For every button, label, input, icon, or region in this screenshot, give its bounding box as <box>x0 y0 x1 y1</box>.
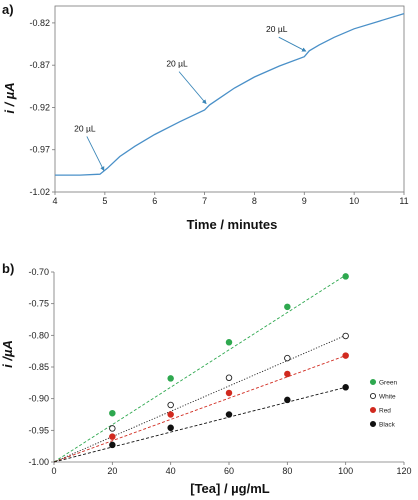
series-red-point <box>284 370 291 378</box>
legend-black-marker <box>369 420 377 428</box>
panel-a-addition-label: 20 µL <box>166 59 188 69</box>
series-green-point <box>342 273 349 280</box>
panel-a-y-tick-label: -1.02 <box>29 187 50 197</box>
panel-b-x-tick-label: 80 <box>282 466 292 476</box>
panel-b-x-tick-label: 20 <box>107 466 117 476</box>
panel-b-label: b) <box>2 261 14 276</box>
panel-a-chart: 4 5 6 7 8 9 10 11 -1.02 -0.97 -0.92 -0.87 -0.82 20 µL… <box>29 5 409 206</box>
series-black-fit-line <box>53 386 346 463</box>
series-white-point <box>167 401 174 409</box>
panel-b-x-tick-label: 60 <box>224 466 234 476</box>
series-green-point <box>284 303 291 311</box>
legend-black-label: Black <box>379 421 396 428</box>
series-white-point <box>342 332 349 340</box>
panel-b-y-tick-label: -0.90 <box>28 394 49 404</box>
panel-a-addition-arrow <box>278 36 307 52</box>
legend-green-label: Green <box>379 379 397 386</box>
panel-b-y-tick-label: -0.95 <box>28 425 49 435</box>
series-red-point <box>342 352 349 359</box>
series-white-point <box>284 354 291 362</box>
panel-b-y-tick-label: -0.75 <box>28 299 49 309</box>
series-green-point <box>225 339 233 346</box>
panel-b-chart: 0 20 40 60 80 100 120 -1.00 -0.95 -0.90 -0.85 -0.80… <box>28 267 411 476</box>
panel-a-x-tick-label: 9 <box>302 196 307 206</box>
legend-red-label: Red <box>379 407 391 414</box>
panel-a-x-tick-label: 7 <box>202 196 207 206</box>
panel-a-x-tick-label: 10 <box>349 196 359 206</box>
series-red-fit-line <box>53 355 346 463</box>
legend-white-label: White <box>379 393 396 400</box>
panel-a-plot-frame <box>54 5 405 193</box>
panel-a-x-tick-label: 6 <box>152 196 157 206</box>
panel-a-x-tick-label: 8 <box>252 196 257 206</box>
panel-a-current-trace <box>55 12 405 176</box>
legend-white-marker <box>369 392 377 400</box>
panel-a-x-tick-label: 5 <box>102 196 107 206</box>
panel-a-addition-arrow <box>86 136 105 172</box>
panel-a-y-axis-title: i / µA <box>2 82 17 113</box>
panel-b-y-axis-title: i /µA <box>0 340 15 368</box>
panel-b-y-tick-label: -0.80 <box>28 330 49 340</box>
panel-b-x-tick-label: 120 <box>396 466 411 476</box>
series-green-point <box>109 409 116 417</box>
series-white-point <box>109 425 116 432</box>
panel-a-x-tick-label: 11 <box>399 196 408 206</box>
legend-red-marker <box>369 406 377 414</box>
series-red-point <box>109 433 116 440</box>
panel-a-addition-label: 20 µL <box>266 24 288 34</box>
panel-a-x-axis-title: Time / minutes <box>187 217 278 232</box>
series-black-point <box>342 384 349 391</box>
panel-b-x-tick-label: 0 <box>51 466 56 476</box>
series-green-point <box>167 375 174 382</box>
panel-a-addition-label: 20 µL <box>74 123 96 133</box>
panel-b-x-axis-title: [Tea] / µg/mL <box>190 481 270 496</box>
panel-a-label: a) <box>2 2 14 17</box>
series-white-point <box>225 374 233 382</box>
series-black-point <box>109 441 116 449</box>
panel-b-y-tick-label: -0.70 <box>28 267 49 277</box>
panel-a-y-tick-label: -0.87 <box>29 60 50 70</box>
panel-a-y-tick-label: -0.92 <box>29 102 50 112</box>
panel-a-y-tick-label: -0.97 <box>29 145 50 155</box>
series-red-point <box>167 411 174 418</box>
series-red-point <box>225 389 233 397</box>
series-black-point <box>167 424 174 432</box>
series-black-point <box>225 411 233 418</box>
panel-b-y-tick-label: -1.00 <box>28 457 49 467</box>
panel-b-y-tick-label: -0.85 <box>28 362 49 372</box>
panel-a-y-tick-label: -0.82 <box>29 18 50 28</box>
series-black-point <box>284 396 291 404</box>
legend-green-marker <box>369 378 377 386</box>
series-green-fit-line <box>53 274 346 463</box>
panel-a-x-tick-label: 4 <box>52 196 57 206</box>
panel-a-addition-arrow <box>178 71 207 105</box>
panel-b-x-tick-label: 100 <box>338 466 353 476</box>
panel-b-x-tick-label: 40 <box>166 466 176 476</box>
